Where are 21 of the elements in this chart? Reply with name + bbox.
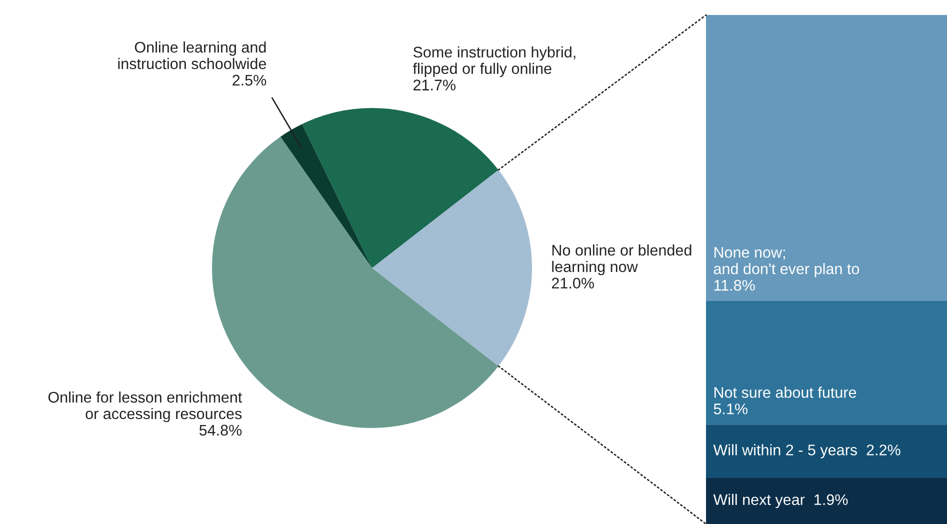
bar (706, 301, 947, 425)
pie-slice (302, 108, 498, 268)
text: Will next year 1.9% (713, 494, 848, 508)
bar (706, 424, 947, 478)
series-label: Not sure about future (714, 386, 856, 398)
pie-slice (372, 170, 532, 366)
data-label: 21.0% (552, 278, 594, 289)
series-label: None now; and don't ever plan to (714, 247, 860, 278)
slice-label: Online learning and instruction schoolwide (118, 41, 266, 70)
data-label: 2.5% (232, 74, 266, 86)
slice-label: Some instruction hybrid, flipped or fully online (412, 46, 576, 78)
data-label: 54.8% (199, 424, 242, 436)
slice-label: No online or blended learning now (552, 244, 692, 276)
pie-slice (280, 124, 372, 268)
data-label: 5.1% (714, 404, 748, 414)
bar (706, 478, 947, 524)
data-label: 21.7% (414, 80, 456, 90)
slice-label: Online for lesson enrichment or accessing resources (48, 391, 242, 422)
data-label: 11.8% (714, 280, 755, 291)
bar (706, 15, 947, 302)
text: Will within 2 - 5 years 2.2% (713, 444, 900, 458)
